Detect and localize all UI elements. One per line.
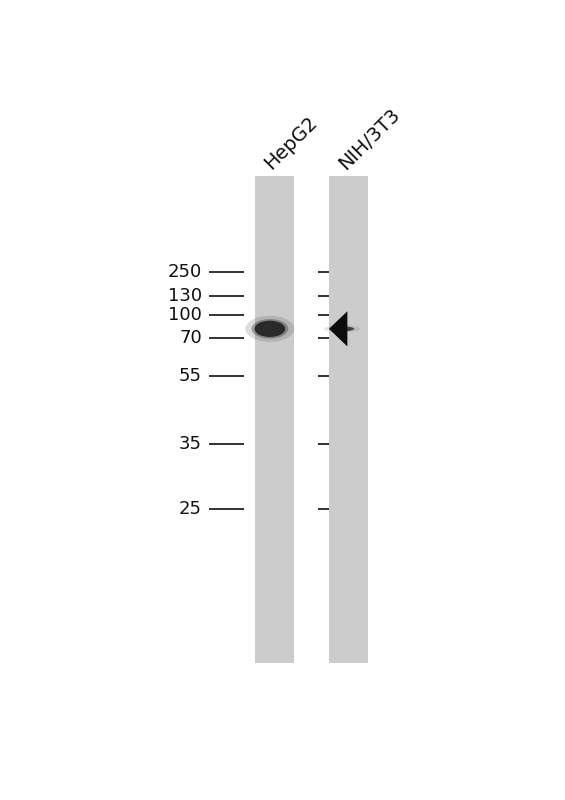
Text: 130: 130 [168, 287, 202, 306]
Text: 70: 70 [179, 329, 202, 347]
Bar [255, 176, 294, 662]
Bar [329, 176, 368, 662]
Text: NIH/3T3: NIH/3T3 [335, 105, 404, 173]
Polygon shape [329, 311, 347, 346]
Ellipse shape [245, 316, 294, 342]
Ellipse shape [251, 319, 288, 338]
Ellipse shape [254, 321, 285, 337]
Ellipse shape [330, 326, 354, 331]
Text: 55: 55 [179, 367, 202, 386]
Ellipse shape [324, 325, 360, 333]
Text: HepG2: HepG2 [261, 113, 321, 173]
Text: 35: 35 [179, 435, 202, 453]
Text: 100: 100 [168, 306, 202, 324]
Text: 25: 25 [179, 500, 202, 518]
Text: 250: 250 [168, 262, 202, 281]
